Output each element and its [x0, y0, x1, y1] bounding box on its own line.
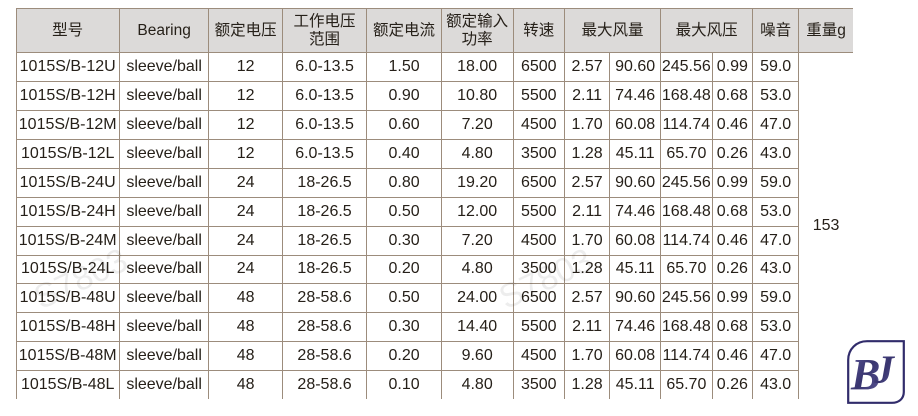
svg-text:J: J	[873, 347, 896, 392]
